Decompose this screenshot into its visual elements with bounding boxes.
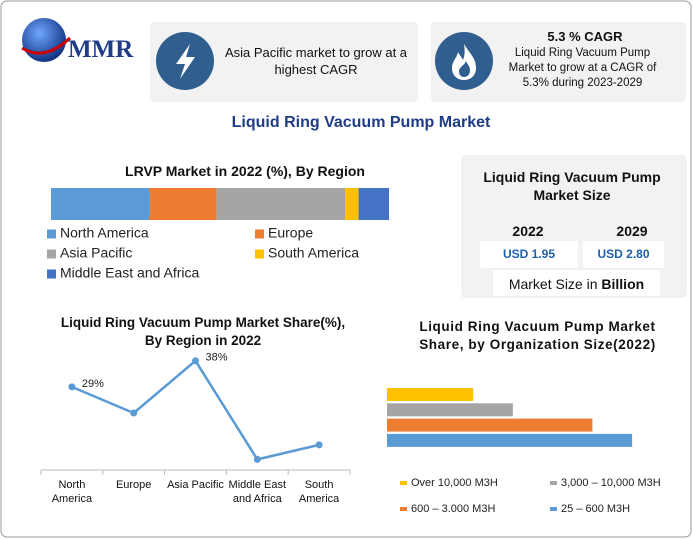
point: [315, 441, 323, 449]
info-box: [431, 22, 686, 102]
x-tick-label: Europe: [115, 479, 152, 491]
x-tick-label: North America: [51, 479, 93, 505]
bar: [387, 418, 593, 432]
x-tick-label: Middle East and Africa: [228, 479, 287, 505]
legend-label: South America: [268, 245, 359, 261]
chart-title: LRVP Market in 2022 (%), By Region: [125, 163, 365, 179]
logo-globe: [22, 18, 66, 62]
legend-label: 25 – 600 M3H: [561, 503, 630, 515]
size-title: Liquid Ring Vacuum Pump Market Size: [483, 169, 661, 204]
x-tick-label: South America: [298, 479, 340, 505]
size-value: USD 1.95: [502, 247, 556, 261]
bar-segment: [345, 188, 359, 220]
size-note: Market Size in Billion: [493, 275, 660, 293]
size-value: USD 2.80: [597, 247, 650, 261]
legend-marker: [400, 481, 407, 485]
note-text: Market Size in: [508, 276, 598, 292]
value-box: [480, 241, 578, 268]
chart-title: Liquid Ring Vacuum Pump Market Share(%),…: [60, 315, 346, 348]
info-title: 5.3 % CAGR: [547, 29, 623, 44]
bar-segment: [51, 188, 150, 220]
logo-text: MMR: [68, 36, 134, 63]
legend-label: 600 – 3.000 M3H: [411, 503, 495, 515]
legend-label: 3,000 – 10,000 M3H: [561, 477, 661, 489]
legend-label: Asia Pacific: [60, 245, 132, 261]
bar: [387, 403, 513, 417]
point: [130, 409, 138, 417]
legend-marker: [550, 507, 557, 511]
info-text: Asia Pacific market to grow at a highest…: [224, 45, 408, 77]
chart-title: Liquid Ring Vacuum Pump Market Share, by…: [419, 319, 656, 352]
note-box: [493, 270, 660, 296]
data-label: 38%: [206, 352, 228, 364]
legend-label: Over 10,000 M3H: [411, 477, 498, 489]
data-label: 29%: [82, 378, 104, 390]
point: [192, 357, 199, 365]
note-unit: Billion: [601, 276, 645, 292]
bolt-icon: [176, 44, 195, 79]
legend-marker: [47, 249, 56, 259]
legend-marker: [255, 249, 264, 259]
legend-marker: [47, 229, 56, 239]
info-box: [150, 22, 418, 102]
bar: [387, 433, 633, 447]
legend-marker: [400, 507, 407, 511]
legend-marker: [255, 229, 264, 239]
value-box: [583, 241, 664, 268]
legend-label: Europe: [268, 225, 313, 241]
point: [253, 455, 261, 463]
year: 2022: [512, 223, 544, 239]
info-text: Liquid Ring Vacuum Pump Market to grow a…: [508, 47, 657, 89]
legend-marker: [47, 269, 56, 279]
legend-label: North America: [60, 225, 149, 241]
main-title: Liquid Ring Vacuum Pump Market: [231, 114, 491, 131]
legend-label: Middle East and Africa: [60, 265, 200, 281]
x-tick-label: Asia Pacific: [167, 479, 224, 491]
bar-segment: [358, 188, 389, 220]
year: 2029: [616, 223, 648, 239]
logo-swoosh: [21, 36, 72, 55]
bar: [387, 388, 474, 401]
bar-segment: [216, 188, 346, 220]
point: [68, 383, 76, 391]
legend-marker: [550, 481, 557, 485]
flame-icon: [452, 44, 476, 80]
bar-segment: [149, 188, 217, 220]
